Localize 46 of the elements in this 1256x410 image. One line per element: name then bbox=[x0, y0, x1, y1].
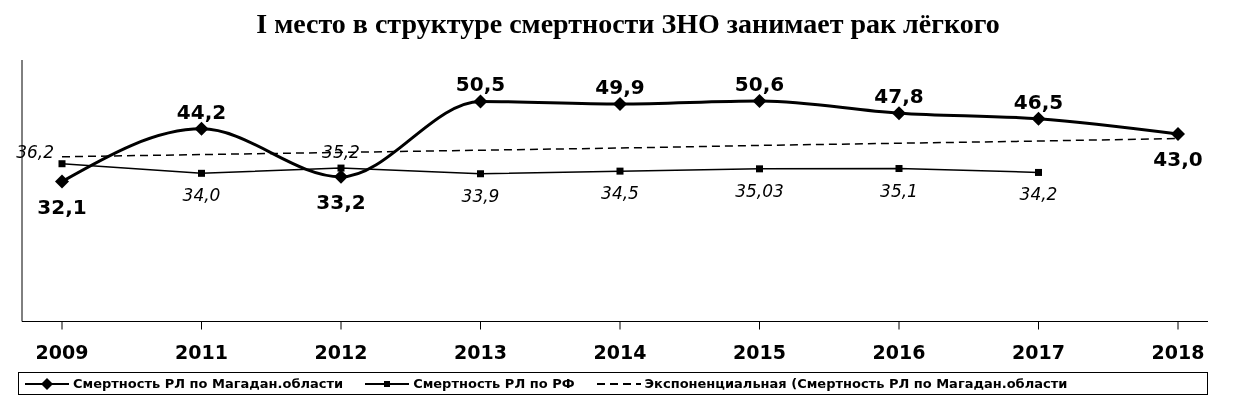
point bbox=[473, 94, 488, 109]
data-label: 49,9 bbox=[595, 75, 645, 100]
point bbox=[616, 167, 624, 175]
data-label: 50,5 bbox=[455, 72, 506, 97]
point bbox=[1171, 127, 1185, 142]
x-tick-label: 2015 bbox=[733, 340, 786, 363]
chart-title: I место в структуре смертности ЗНО занимает рак лёгкого bbox=[255, 8, 1001, 40]
data-label: 34,2 bbox=[1019, 184, 1058, 205]
data-label: 50,6 bbox=[734, 71, 785, 96]
data-label: 43,0 bbox=[1153, 147, 1203, 172]
point bbox=[198, 169, 205, 177]
data-label: 35,1 bbox=[880, 180, 918, 201]
data-label: 46,5 bbox=[1013, 89, 1064, 114]
point bbox=[892, 106, 906, 121]
x-tick-label: 2017 bbox=[1012, 340, 1065, 363]
legend-label: Смертность РЛ по Магадан.области bbox=[72, 375, 344, 391]
data-label: 32,1 bbox=[37, 194, 87, 219]
data-label: 34,5 bbox=[601, 183, 639, 204]
point bbox=[752, 93, 767, 108]
x-tick-label: 2009 bbox=[35, 340, 89, 363]
legend-label: Смертность РЛ по РФ bbox=[412, 375, 575, 391]
data-label: 36,2 bbox=[16, 141, 54, 162]
point bbox=[613, 97, 627, 112]
data-label: 44,2 bbox=[176, 99, 227, 124]
data-label: 33,9 bbox=[461, 185, 500, 206]
point bbox=[58, 160, 66, 168]
point bbox=[895, 165, 903, 173]
legend-label: Экспоненциальная (Смертность РЛ по Магадан.области bbox=[643, 375, 1068, 391]
data-label: 34,0 bbox=[182, 185, 221, 206]
x-tick-label: 2011 bbox=[175, 340, 228, 363]
point bbox=[55, 174, 69, 189]
x-tick-label: 2012 bbox=[314, 340, 368, 363]
point bbox=[756, 165, 763, 173]
point bbox=[1031, 111, 1046, 126]
data-label: 47,8 bbox=[874, 84, 924, 109]
x-tick-label: 2014 bbox=[593, 340, 647, 363]
x-tick-label: 2013 bbox=[454, 340, 507, 363]
data-label: 33,2 bbox=[316, 189, 366, 214]
point bbox=[477, 170, 484, 178]
point bbox=[1035, 168, 1042, 176]
point bbox=[194, 121, 209, 136]
point bbox=[334, 169, 348, 184]
x-tick-label: 2016 bbox=[872, 340, 926, 363]
data-label: 35,03 bbox=[735, 180, 784, 201]
x-tick-label: 2018 bbox=[1151, 340, 1205, 363]
point bbox=[337, 164, 345, 172]
